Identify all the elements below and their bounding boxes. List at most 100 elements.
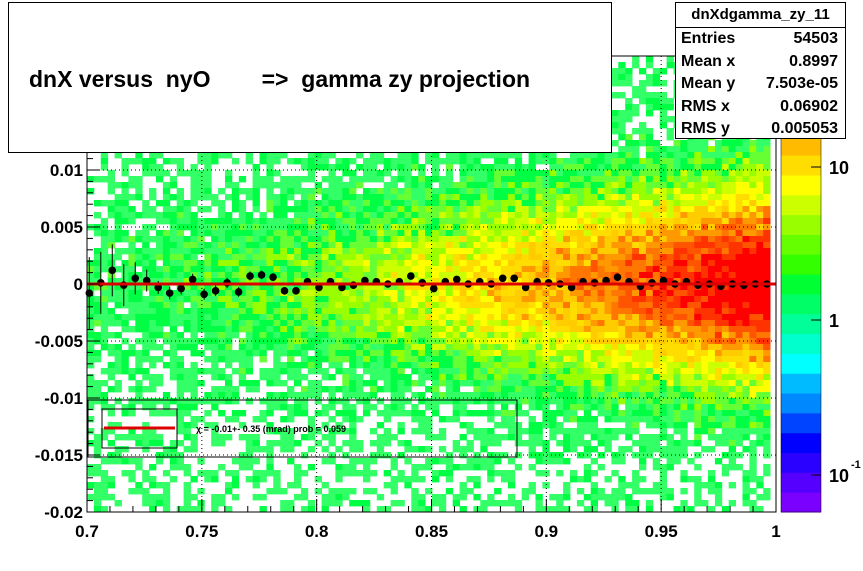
heatmap-cell — [204, 470, 212, 477]
heatmap-cell — [611, 398, 619, 405]
heatmap-cell — [259, 494, 267, 501]
heatmap-cell — [93, 176, 102, 183]
heatmap-cell — [583, 314, 592, 321]
heatmap-cell — [190, 188, 198, 195]
heatmap-cell — [390, 230, 398, 237]
heatmap-cell — [549, 206, 557, 213]
heatmap-cell — [204, 254, 212, 261]
heatmap-cell — [259, 410, 267, 417]
heatmap-cell — [666, 404, 674, 411]
heatmap-cell — [694, 500, 702, 507]
heatmap-cell — [666, 440, 674, 447]
heatmap-cell — [611, 152, 619, 159]
heatmap-cell — [528, 332, 536, 339]
heatmap-cell — [425, 356, 433, 363]
heatmap-cell — [563, 494, 571, 501]
heatmap-cell — [597, 206, 605, 213]
heatmap-cell — [328, 344, 336, 351]
heatmap-cell — [87, 356, 95, 363]
heatmap-cell — [701, 170, 709, 177]
heatmap-cell — [425, 284, 433, 291]
heatmap-cell — [335, 398, 343, 405]
heatmap-cell — [673, 392, 681, 399]
heatmap-cell — [652, 236, 661, 243]
heatmap-cell — [266, 374, 274, 381]
heatmap-cell — [238, 344, 247, 351]
heatmap-cell — [287, 386, 295, 393]
heatmap-cell — [645, 272, 654, 279]
heatmap-cell — [114, 236, 122, 243]
heatmap-cell — [321, 284, 329, 291]
heatmap-cell — [542, 404, 550, 411]
heatmap-cell — [659, 122, 667, 129]
heatmap-cell — [618, 392, 626, 399]
heatmap-cell — [514, 368, 523, 375]
heatmap-cell — [459, 362, 467, 369]
heatmap-cell — [411, 164, 419, 171]
heatmap-cell — [611, 230, 619, 237]
heatmap-cell — [645, 392, 654, 399]
heatmap-cell — [687, 260, 695, 267]
heatmap-cell — [328, 314, 336, 321]
heatmap-cell — [107, 206, 115, 213]
heatmap-cell — [680, 230, 688, 237]
heatmap-cell — [583, 464, 592, 471]
heatmap-cell — [176, 386, 184, 393]
heatmap-cell — [266, 170, 274, 177]
heatmap-cell — [425, 398, 433, 405]
heatmap-cell — [287, 356, 295, 363]
heatmap-cell — [432, 320, 440, 327]
heatmap-cell — [252, 380, 260, 387]
heatmap-cell — [673, 386, 681, 393]
heatmap-cell — [225, 194, 233, 201]
heatmap-cell — [597, 350, 605, 357]
heatmap-cell — [376, 158, 385, 165]
heatmap-cell — [618, 308, 626, 315]
heatmap-cell — [183, 500, 191, 507]
heatmap-cell — [121, 248, 129, 255]
heatmap-cell — [390, 260, 398, 267]
heatmap-cell — [501, 434, 509, 441]
heatmap-cell — [639, 242, 647, 249]
heatmap-cell — [625, 134, 633, 141]
heatmap-cell — [535, 344, 543, 351]
heatmap-cell — [300, 230, 309, 237]
heatmap-cell — [487, 290, 495, 297]
heatmap-cell — [397, 308, 405, 315]
heatmap-cell — [480, 356, 488, 363]
heatmap-cell — [363, 488, 371, 495]
heatmap-cell — [673, 458, 681, 465]
heatmap-cell — [300, 452, 309, 459]
heatmap-cell — [280, 344, 288, 351]
heatmap-cell — [494, 218, 502, 225]
heatmap-cell — [418, 248, 426, 255]
heatmap-cell — [694, 272, 702, 279]
heatmap-cell — [390, 404, 398, 411]
heatmap-cell — [549, 182, 557, 189]
heatmap-cell — [687, 170, 695, 177]
heatmap-cell — [542, 230, 550, 237]
heatmap-cell — [156, 242, 164, 249]
heatmap-cell — [556, 344, 564, 351]
heatmap-cell — [645, 158, 654, 165]
heatmap-cell — [514, 344, 523, 351]
heatmap-cell — [618, 386, 626, 393]
heatmap-cell — [687, 410, 695, 417]
heatmap-cell — [542, 482, 550, 489]
heatmap-cell — [576, 476, 585, 483]
heatmap-cell — [694, 380, 702, 387]
heatmap-cell — [211, 440, 219, 447]
heatmap-cell — [590, 482, 598, 489]
heatmap-cell — [93, 248, 102, 255]
heatmap-cell — [528, 278, 536, 285]
heatmap-cell — [480, 392, 488, 399]
heatmap-cell — [121, 326, 129, 333]
heatmap-cell — [625, 68, 633, 75]
heatmap-cell — [204, 284, 212, 291]
heatmap-cell — [632, 206, 640, 213]
heatmap-cell — [701, 224, 709, 231]
heatmap-cell — [273, 392, 281, 399]
heatmap-cell — [604, 350, 612, 357]
heatmap-cell — [287, 338, 295, 345]
heatmap-cell — [156, 266, 164, 273]
